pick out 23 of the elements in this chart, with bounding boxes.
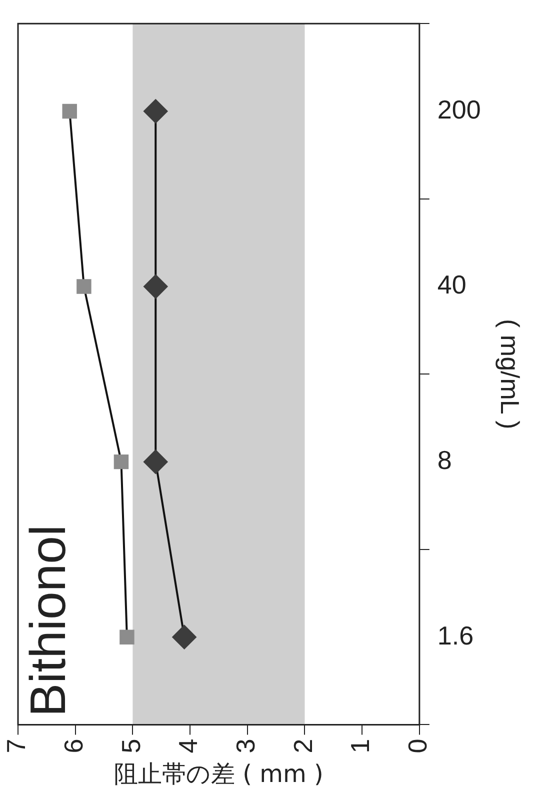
y-tick-label: 1.6	[437, 620, 474, 650]
x-tick-label: 4	[173, 738, 204, 754]
point	[144, 99, 168, 124]
point	[62, 104, 77, 119]
text: Bithionol	[20, 524, 76, 717]
x-tick-label: 6	[58, 738, 89, 754]
y-tick-label: 200	[437, 94, 481, 124]
y-tick-label: 8	[437, 444, 452, 475]
x-tick-label: 1	[345, 738, 376, 754]
x-tick-label: 7	[1, 738, 32, 754]
point	[144, 450, 168, 474]
x-tick-label: 5	[116, 738, 146, 754]
point	[144, 274, 168, 299]
point	[76, 279, 92, 294]
point	[114, 454, 129, 470]
x-axis-title: 阻止帯の差 ( mm )	[114, 760, 324, 788]
point	[172, 625, 196, 650]
y-tick-label: 40	[437, 270, 466, 300]
x-tick-label: 0	[402, 738, 433, 754]
x-tick-label: 3	[230, 738, 261, 754]
y-axis-title: ( mg/mL )	[495, 319, 526, 430]
x-tick-label: 2	[288, 738, 318, 754]
point	[120, 630, 134, 644]
